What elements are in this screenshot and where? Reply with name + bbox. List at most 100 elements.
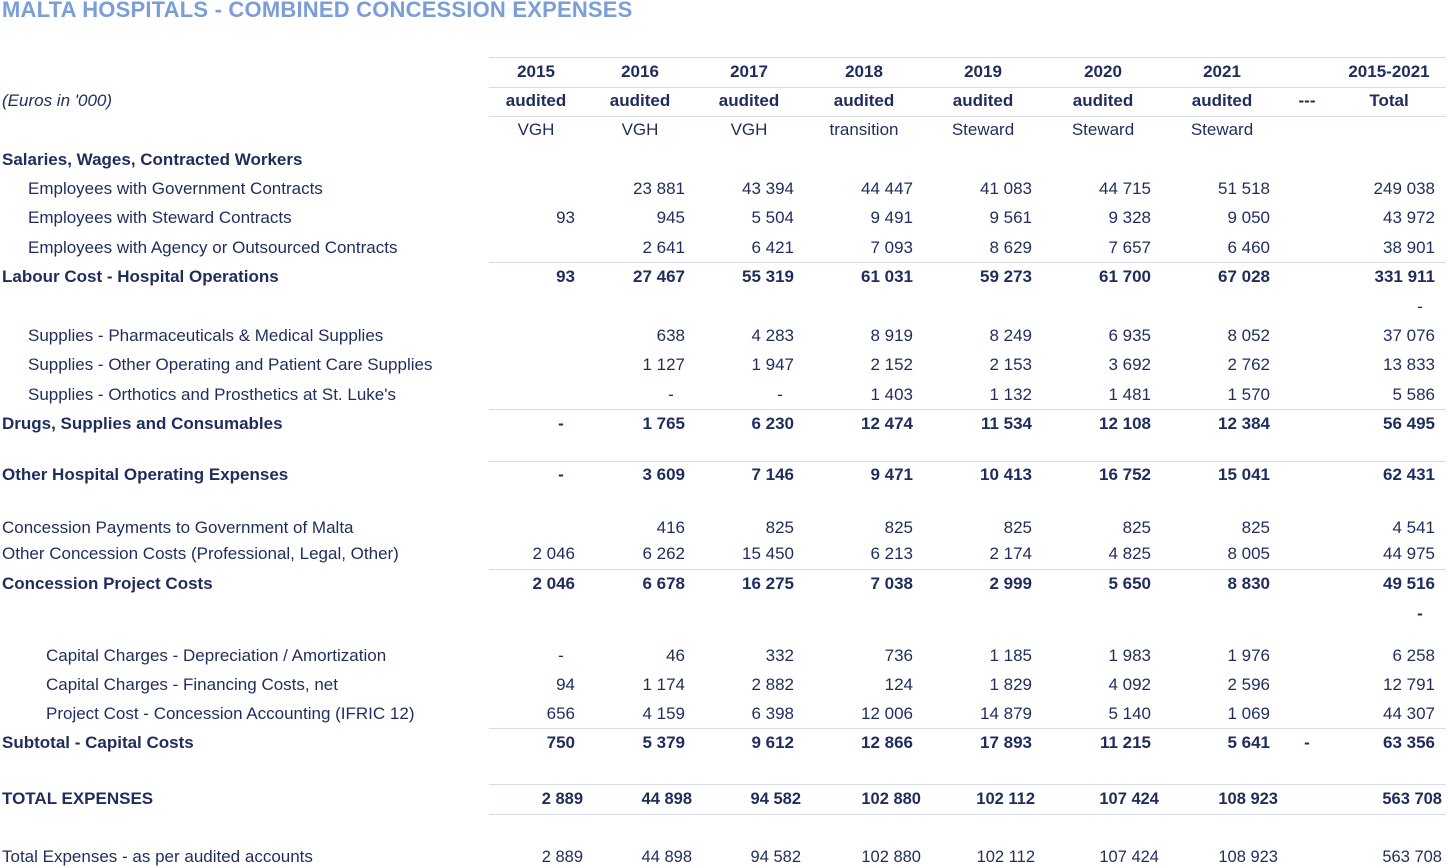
cell-value: 331 911 (1374, 267, 1435, 286)
cell-value: 55 319 (742, 267, 794, 286)
cell-value: 1 174 (642, 675, 685, 694)
cell-value: 1 976 (1227, 646, 1270, 665)
cell-value: 9 491 (870, 208, 913, 227)
column-status: --- (1298, 91, 1316, 110)
cell-value: 2 152 (870, 355, 913, 374)
cell-value: 8 919 (870, 326, 913, 345)
cell-value: 102 112 (976, 848, 1035, 866)
cell-value: - (668, 385, 674, 404)
cell-value: 23 881 (633, 179, 685, 198)
cell-value: 44 975 (1383, 544, 1435, 563)
cell-value: 2 889 (541, 848, 583, 866)
cell-value: 825 (884, 518, 913, 537)
cell-value: 15 041 (1218, 465, 1270, 484)
column-year: 2017 (730, 62, 768, 81)
cell-value: 11 534 (980, 414, 1032, 433)
cell-value: 6 460 (1227, 238, 1270, 257)
cell-value: 107 424 (1099, 790, 1159, 808)
row-label: Project Cost - Concession Accounting (IF… (46, 704, 415, 723)
column-year: 2015 (517, 62, 555, 81)
cell-value: 1 570 (1227, 385, 1270, 404)
cell-value: 7 146 (751, 465, 794, 484)
cell-value: 1 403 (870, 385, 913, 404)
cell-value: 5 504 (751, 208, 794, 227)
cell-value: 67 028 (1218, 267, 1270, 286)
row-label: Supplies - Orthotics and Prosthetics at … (28, 385, 396, 404)
cell-value: 17 893 (980, 733, 1032, 752)
cell-value: 8 830 (1227, 574, 1270, 593)
cell-value: 736 (884, 646, 913, 665)
cell-value: 12 384 (1218, 414, 1270, 433)
row-label: Employees with Steward Contracts (28, 208, 292, 227)
column-year: 2019 (964, 62, 1002, 81)
cell-value: 93 (556, 208, 575, 227)
cell-value: 107 424 (1099, 848, 1159, 866)
cell-value: 14 879 (980, 704, 1032, 723)
row-label: Labour Cost - Hospital Operations (2, 267, 279, 286)
row-divider (489, 87, 1446, 88)
cell-value: - (558, 465, 564, 484)
row-divider (489, 784, 1446, 785)
cell-value: 4 541 (1392, 518, 1435, 537)
cell-value: 27 467 (633, 267, 685, 286)
cell-value: 1 132 (989, 385, 1032, 404)
cell-value: 8 052 (1227, 326, 1270, 345)
column-operator: Steward (951, 120, 1015, 139)
cell-value: 12 474 (861, 414, 913, 433)
row-divider (489, 814, 1446, 815)
cell-value: 93 (556, 267, 575, 286)
cell-value: 12 006 (861, 704, 913, 723)
cell-value: 44 307 (1383, 704, 1435, 723)
column-status: audited (718, 91, 780, 110)
row-label: TOTAL EXPENSES (2, 789, 154, 808)
column-status: audited (1072, 91, 1134, 110)
column-operator: VGH (621, 120, 659, 139)
cell-value: 59 273 (980, 267, 1032, 286)
cell-value: 12 866 (861, 733, 913, 752)
row-divider (489, 728, 1446, 729)
row-divider (489, 409, 1446, 410)
cell-value: 656 (546, 704, 575, 723)
cell-value: 6 230 (751, 414, 794, 433)
cell-value: 6 935 (1108, 326, 1151, 345)
cell-value: 3 692 (1108, 355, 1151, 374)
cell-value: 1 765 (642, 414, 685, 433)
cell-value: 56 495 (1383, 414, 1435, 433)
cell-value: 825 (1241, 518, 1270, 537)
cell-value: 4 825 (1108, 544, 1151, 563)
cell-value: 6 262 (642, 544, 685, 563)
column-operator: transition (829, 120, 899, 139)
units-label: (Euros in '000) (2, 91, 113, 110)
row-label: Other Hospital Operating Expenses (2, 465, 289, 484)
cell-value: 15 450 (742, 544, 794, 563)
row-divider (489, 461, 1446, 462)
cell-value: 1 185 (989, 646, 1032, 665)
cell-value: 563 708 (1382, 790, 1442, 808)
cell-value: 13 833 (1383, 355, 1435, 374)
cell-value: 43 972 (1383, 208, 1435, 227)
cell-value: 7 093 (870, 238, 913, 257)
cell-value: 825 (1003, 518, 1032, 537)
row-label: Total Expenses - as per audited accounts (2, 847, 313, 866)
row-label: Salaries, Wages, Contracted Workers (2, 150, 303, 169)
column-status: audited (952, 91, 1014, 110)
cell-value: 563 708 (1382, 848, 1442, 866)
cell-value: 102 880 (861, 848, 921, 866)
cell-value: - (558, 646, 564, 665)
cell-value: 108 923 (1218, 790, 1278, 808)
cell-value: 6 213 (870, 544, 913, 563)
row-divider (489, 57, 1446, 58)
cell-value: 750 (546, 733, 575, 752)
cell-value: 43 394 (742, 179, 794, 198)
cell-value: 46 (666, 646, 685, 665)
row-label: Capital Charges - Depreciation / Amortiz… (46, 646, 387, 665)
cell-value: 102 112 (976, 790, 1035, 808)
cell-value: 6 678 (642, 574, 685, 593)
cell-value: 332 (765, 646, 794, 665)
cell-value: 2 046 (532, 574, 575, 593)
page-title: MALTA HOSPITALS - COMBINED CONCESSION EX… (2, 0, 633, 22)
cell-value: 16 752 (1099, 465, 1151, 484)
row-divider (489, 116, 1446, 117)
column-operator: Steward (1071, 120, 1135, 139)
cell-value: 8 629 (989, 238, 1032, 257)
